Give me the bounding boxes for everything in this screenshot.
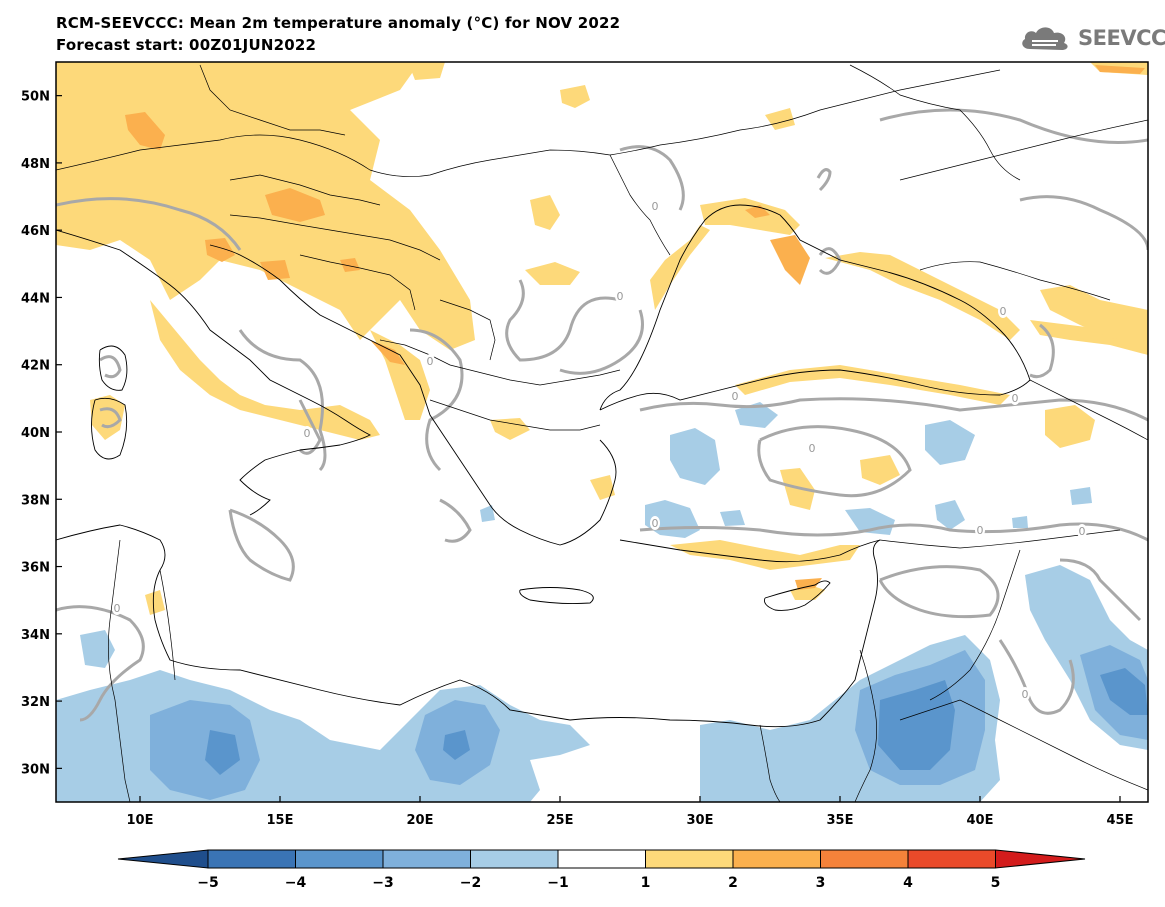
map-area (56, 62, 1148, 802)
cloud-icon (1022, 27, 1068, 50)
contour-label: 0 (304, 427, 311, 440)
map-title: RCM-SEEVCCC: Mean 2m temperature anomaly… (56, 14, 621, 32)
colorbar-level-label: 3 (816, 875, 826, 891)
contour-label: 0 (1012, 392, 1019, 405)
contour-label-bg (615, 289, 625, 303)
colorbar-level-label: −4 (285, 875, 307, 891)
lat-tick-label: 34N (21, 628, 50, 643)
lon-tick-label: 35E (827, 813, 854, 828)
colorbar-level-label: −5 (197, 875, 218, 891)
lat-tick-label: 30N (21, 762, 50, 777)
contour-label: 0 (1079, 525, 1086, 538)
contour-label: 0 (977, 524, 984, 537)
lon-tick-label: 30E (687, 813, 714, 828)
colorbar-swatch (732, 849, 821, 869)
colorbar-swatch (470, 849, 559, 869)
contour-label-bg (302, 426, 312, 440)
colorbar-level-label: 4 (903, 875, 913, 891)
colorbar-swatch (907, 849, 996, 869)
colorbar-level-label: −1 (547, 875, 568, 891)
contour-label-bg (998, 304, 1008, 318)
latitude-axis: 50N 48N 46N 44N 42N 40N 38N 36N 34N 32N 30N (21, 90, 62, 777)
contour-label: 0 (1000, 305, 1007, 318)
colorbar-swatch (207, 849, 296, 869)
lat-tick-label: 48N (21, 157, 50, 172)
warmer-anomaly-spots (125, 65, 1145, 590)
lat-tick-label: 32N (21, 695, 50, 710)
contour-label: 0 (114, 602, 121, 615)
contour-label-bg (650, 516, 660, 530)
contour-label-bg (425, 354, 435, 368)
colorbar-swatch (820, 849, 909, 869)
zero-contours (56, 108, 1148, 722)
lat-tick-label: 44N (21, 291, 50, 306)
colorbar-level-label: 5 (991, 875, 1001, 891)
lon-tick-label: 15E (267, 813, 294, 828)
contour-label-bg (1077, 524, 1087, 538)
colorbar-swatch (295, 849, 384, 869)
contour-label: 0 (652, 200, 659, 213)
lon-tick-label: 20E (407, 813, 434, 828)
contour-label-bg (112, 601, 122, 615)
country-borders (56, 64, 1148, 802)
contour-label: 0 (1022, 688, 1029, 701)
lon-tick-label: 10E (127, 813, 154, 828)
contour-label: 0 (809, 442, 816, 455)
colorbar-max-extension (995, 849, 1086, 869)
colorbar: −5 −4 −3 −2 −1 1 2 3 4 5 (117, 849, 1086, 891)
colorbar-level-label: 1 (641, 875, 651, 891)
colorbar-swatch (382, 849, 471, 869)
contour-label: 0 (427, 355, 434, 368)
contour-label-bg (1010, 391, 1020, 405)
contour-label-bg (1020, 687, 1030, 701)
lon-tick-label: 45E (1107, 813, 1134, 828)
lat-tick-label: 46N (21, 224, 50, 239)
contour-label-bg (807, 441, 817, 455)
logo-text: SEEVCCC (1078, 26, 1165, 50)
colorbar-level-label: −3 (372, 875, 393, 891)
lon-tick-label: 25E (547, 813, 574, 828)
coastlines (56, 204, 1031, 728)
contour-label: 0 (732, 390, 739, 403)
contour-label-bg (650, 199, 660, 213)
coldest-anomaly-areas (205, 668, 1148, 775)
longitude-axis: 10E 15E 20E 25E 30E 35E 40E 45E (127, 796, 1134, 828)
lat-tick-label: 42N (21, 359, 50, 374)
contour-label-bg (730, 389, 740, 403)
colorbar-swatch (557, 849, 646, 869)
contour-label: 0 (617, 290, 624, 303)
colorbar-min-extension (117, 849, 209, 869)
contour-label: 0 (652, 517, 659, 530)
colorbar-level-label: 2 (728, 875, 738, 891)
forecast-start-label: Forecast start: 00Z01JUN2022 (56, 36, 317, 54)
lat-tick-label: 40N (21, 426, 50, 441)
contour-label-bg (975, 523, 985, 537)
lon-tick-label: 40E (967, 813, 994, 828)
seevccc-logo: SEEVCCC (1018, 22, 1165, 54)
colorbar-level-label: −2 (460, 875, 481, 891)
contour-labels: 0 0 0 0 0 0 0 0 0 0 0 0 0 (112, 199, 1087, 701)
lat-tick-label: 36N (21, 561, 50, 576)
colorbar-swatch (645, 849, 734, 869)
lat-tick-label: 38N (21, 493, 50, 508)
lat-tick-label: 50N (21, 90, 50, 105)
